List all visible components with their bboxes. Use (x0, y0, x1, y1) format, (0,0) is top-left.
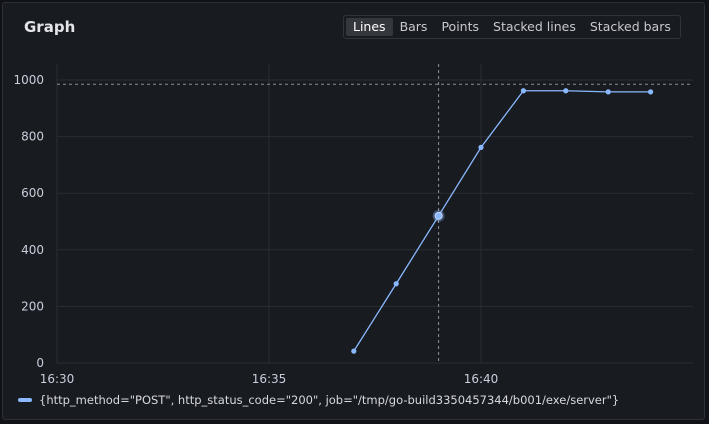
x-tick-label: 16:40 (464, 372, 499, 386)
x-tick-label: 16:35 (252, 372, 287, 386)
view-mode-points[interactable]: Points (441, 19, 480, 34)
data-point (648, 89, 654, 95)
data-point (520, 88, 527, 94)
view-mode-bars[interactable]: Bars (399, 19, 428, 34)
y-tick-label: 400 (21, 243, 44, 257)
y-tick-label: 600 (21, 186, 44, 200)
panel-title: Graph (24, 18, 76, 36)
series-line (353, 90, 651, 352)
view-mode-stacked-bars[interactable]: Stacked bars (589, 19, 671, 34)
y-tick-label: 200 (21, 299, 44, 313)
data-point (351, 348, 357, 354)
view-mode-lines[interactable]: Lines (346, 18, 393, 36)
y-tick-label: 800 (21, 130, 44, 144)
y-tick-label: 1000 (13, 73, 44, 87)
legend-swatch (18, 398, 32, 402)
data-point (563, 88, 569, 94)
legend[interactable]: {http_method="POST", http_status_code="2… (18, 393, 619, 407)
data-point (393, 281, 399, 287)
data-point (478, 144, 484, 150)
x-tick-label: 16:30 (40, 372, 75, 386)
data-point (605, 89, 611, 95)
hover-point (434, 211, 443, 220)
legend-series-label: {http_method="POST", http_status_code="2… (39, 393, 620, 407)
view-mode-stacked-lines[interactable]: Stacked lines (493, 19, 576, 34)
y-tick-label: 0 (36, 356, 44, 370)
view-mode-selector: Lines Bars Points Stacked lines Stacked … (343, 15, 681, 39)
